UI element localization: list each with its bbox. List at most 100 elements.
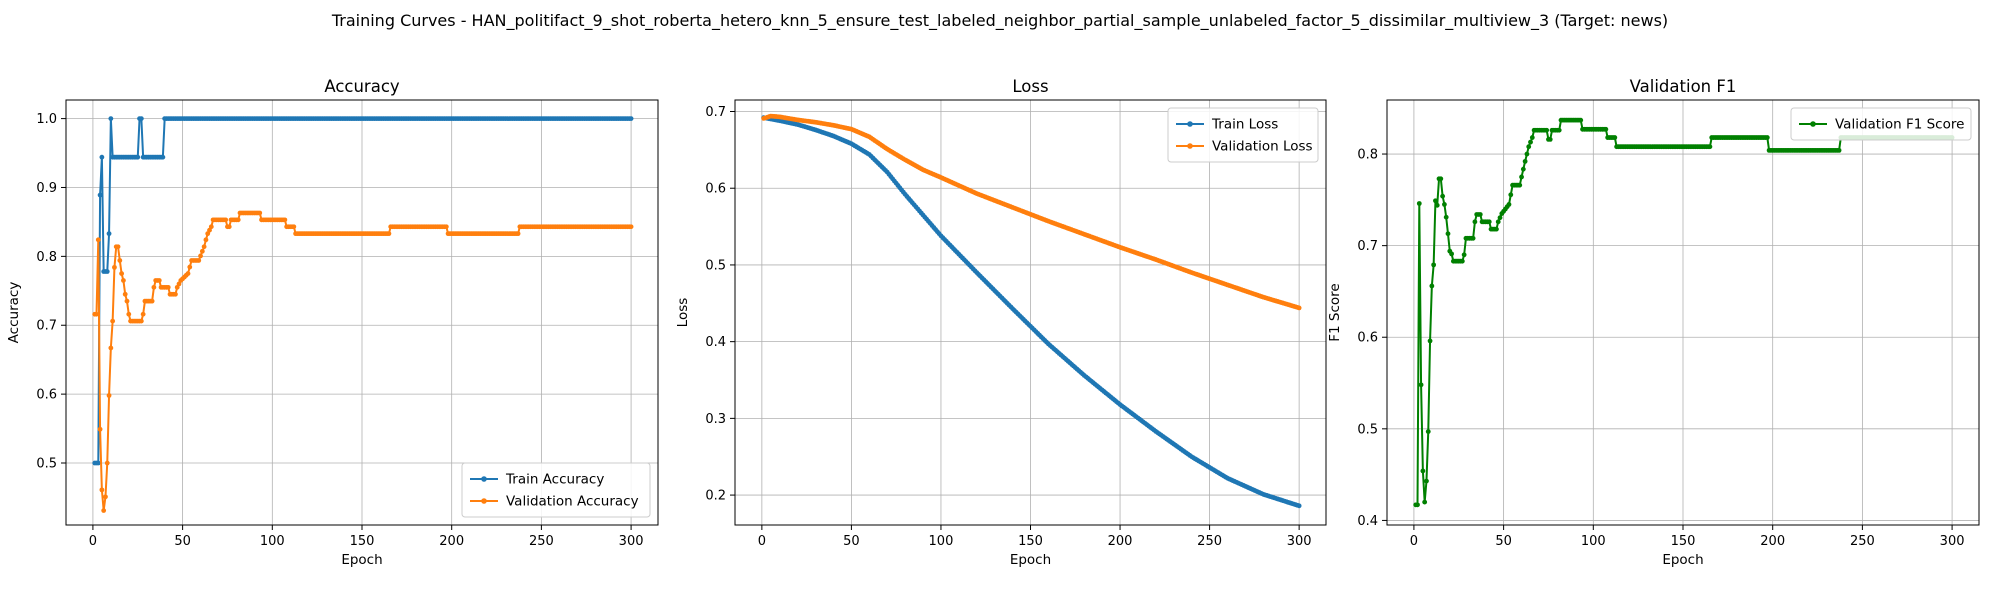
data-point [1544, 127, 1550, 133]
y-tick-label: 0.8 [36, 250, 57, 265]
data-point [117, 258, 123, 263]
data-point [1449, 251, 1454, 257]
data-point [1477, 212, 1483, 217]
data-point [95, 460, 101, 466]
legend-label: Train Accuracy [505, 472, 604, 488]
data-point [115, 244, 121, 250]
data-point [187, 264, 193, 270]
legend-label: Train Loss [1211, 117, 1278, 133]
legend-upper-right: Train Loss Validation Loss [1167, 107, 1319, 163]
data-point [1495, 219, 1501, 225]
data-point [1764, 135, 1770, 140]
y-tick-label: 1.0 [36, 112, 57, 127]
x-tick-label: 300 [1940, 534, 1965, 549]
chart-title: Validation F1 [1630, 77, 1737, 96]
y-tick-label: 0.7 [36, 319, 57, 334]
y-tick-label: 0.7 [705, 105, 726, 120]
y-axis-label: Loss [675, 298, 691, 328]
data-point [138, 318, 144, 324]
x-tick-label: 250 [1850, 534, 1875, 549]
data-point [97, 426, 103, 432]
legend-frame [1167, 107, 1319, 163]
x-tick-label: 0 [758, 534, 766, 549]
y-tick-label: 0.6 [1357, 331, 1378, 346]
data-point [106, 231, 112, 237]
data-point [1431, 262, 1437, 268]
data-point [149, 298, 155, 304]
x-tick-label: 300 [1287, 534, 1312, 549]
data-point [99, 154, 105, 160]
y-tick-label: 0.4 [1357, 514, 1378, 529]
y-tick-label: 0.6 [36, 388, 57, 403]
data-point [1526, 144, 1532, 150]
y-tick-label: 0.5 [1357, 422, 1378, 437]
x-tick-label: 100 [260, 534, 285, 549]
data-point [282, 217, 288, 223]
data-point [94, 311, 99, 317]
data-point [1836, 147, 1842, 153]
data-point [196, 258, 202, 263]
data-point [165, 284, 171, 290]
data-point [1420, 468, 1426, 474]
series-markers-validation-accuracy [92, 210, 634, 513]
data-point [160, 154, 166, 160]
data-point [1529, 135, 1535, 140]
x-tick-label: 50 [843, 534, 860, 549]
x-tick-label: 0 [1410, 534, 1418, 549]
data-point [1486, 219, 1492, 225]
x-tick-label: 100 [929, 534, 954, 549]
data-point [1434, 202, 1440, 208]
data-point [1519, 174, 1524, 180]
data-point [1508, 192, 1514, 198]
data-point [185, 271, 191, 276]
legend-frame [461, 462, 651, 518]
data-point [95, 237, 101, 243]
data-point [1472, 219, 1478, 225]
x-tick-label: 0 [89, 534, 97, 549]
data-point [124, 298, 130, 304]
chart-panel-2: Validation F1 0 50 100 150 200 250 300 0.4 0.5 0.6… [1327, 77, 1980, 568]
plot-area [761, 113, 1302, 509]
data-point [1603, 126, 1609, 132]
legend-lower-right: Train Accuracy Validation Accuracy [461, 462, 651, 518]
series-markers-train-loss [761, 115, 1302, 509]
x-tick-label: 100 [1581, 534, 1606, 549]
data-point [1578, 117, 1584, 123]
x-tick-label: 150 [1671, 534, 1696, 549]
plot-area [92, 116, 634, 513]
data-point [138, 116, 144, 121]
data-point [122, 291, 128, 297]
data-point [1418, 382, 1424, 388]
data-point [112, 264, 117, 270]
data-point [1415, 502, 1420, 508]
chart-panel-1: Loss 0 50 100 150 200 250 300 0.2 0.3 0.4 0.5 0.6 0.7… [675, 77, 1327, 568]
data-point [1440, 193, 1446, 199]
y-axis-label: F1 Score [1327, 283, 1343, 341]
x-axis-label: Epoch [341, 552, 382, 568]
x-tick-label: 250 [1197, 534, 1222, 549]
x-tick-label: 250 [529, 534, 554, 549]
data-point [1442, 202, 1447, 207]
data-point [203, 237, 209, 243]
data-point [1707, 144, 1713, 150]
data-point [121, 278, 126, 283]
x-tick-label: 300 [619, 534, 644, 549]
data-point [135, 154, 141, 160]
data-point [1443, 214, 1449, 220]
x-axis-label: Epoch [1662, 552, 1703, 568]
y-axis-label: Accuracy [6, 282, 22, 344]
y-tick-label: 0.7 [1357, 239, 1378, 254]
y-tick-label: 0.2 [705, 489, 726, 504]
data-point [156, 278, 162, 283]
data-point [1556, 127, 1562, 133]
y-tick-label: 0.9 [36, 181, 57, 196]
data-point [198, 253, 203, 259]
data-point [1470, 235, 1476, 241]
legend-label: Validation Loss [1212, 139, 1313, 155]
data-point [101, 508, 107, 513]
data-point [1612, 135, 1618, 140]
data-point [110, 318, 116, 324]
data-point [97, 192, 103, 198]
data-point [1522, 158, 1528, 164]
